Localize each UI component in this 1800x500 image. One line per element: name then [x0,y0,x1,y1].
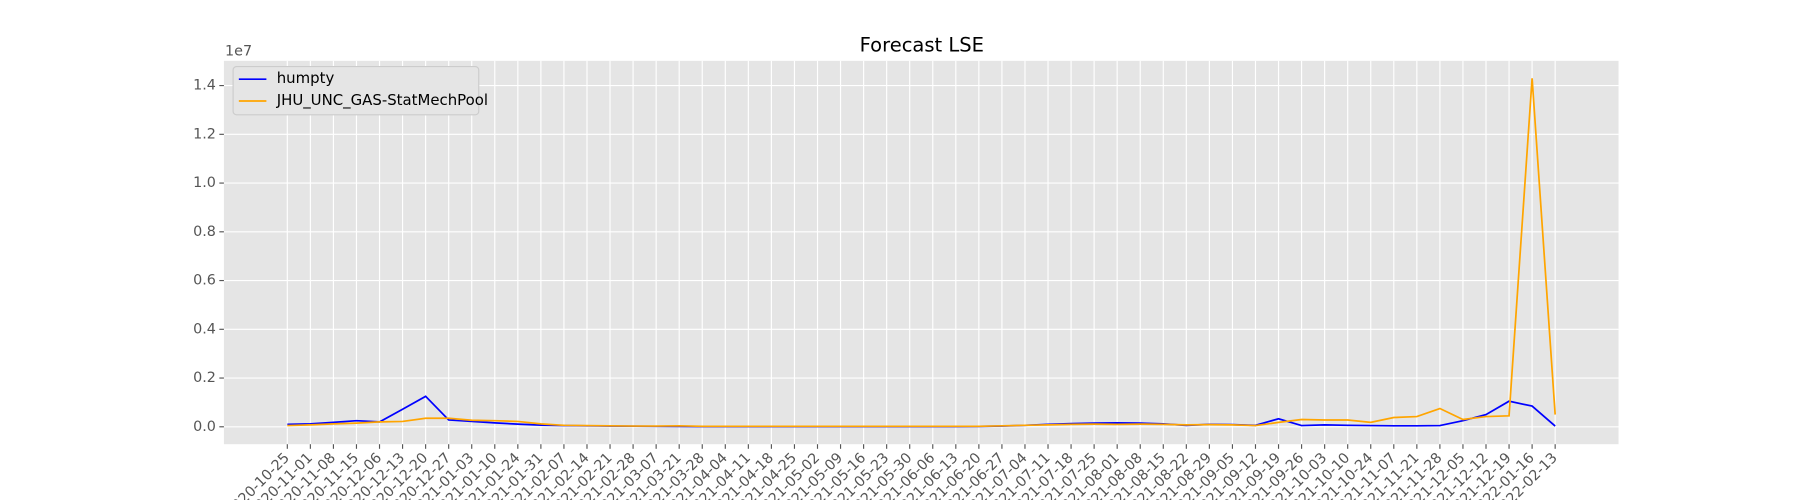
y-tick-label: 0.6 [193,273,216,289]
legend [232,66,480,116]
legend-label: JHU_UNC_GAS-StatMechPool [276,91,488,109]
y-tick-label: 1.0 [193,175,216,191]
plot-area [223,60,1619,445]
y-tick-label: 1.4 [193,78,216,94]
legend-label: humpty [277,69,335,87]
chart-title: Forecast LSE [860,33,984,56]
series-line [287,78,1557,428]
y-tick-label: 0.4 [193,321,216,337]
y-tick-label: 0.0 [193,419,216,435]
y-tick-label: 0.8 [193,224,216,240]
y-offset-label: 1e7 [225,44,252,60]
y-tick-label: 0.2 [193,370,216,386]
y-tick-label: 1.2 [193,126,216,142]
